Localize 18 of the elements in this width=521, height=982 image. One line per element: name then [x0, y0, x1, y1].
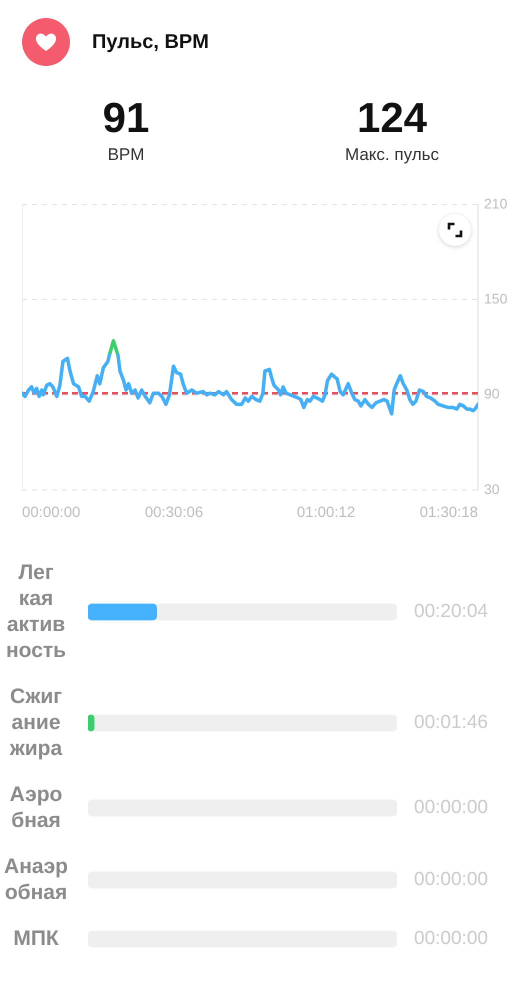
x-tick-label: 01:00:12 — [296, 504, 356, 522]
y-tick-label: Аэро бная — [10, 782, 62, 832]
y-tick-label: Лег кая актив ность — [6, 560, 66, 662]
y-tick-label: 30 — [484, 480, 500, 497]
y-tick-label: МПК — [13, 926, 59, 950]
y-tick-label: 150 — [484, 290, 508, 306]
y-tick-label: Анаэр обная — [4, 854, 68, 904]
text: 124 — [356, 94, 428, 141]
x-tick-label: 00:30:06 — [144, 504, 204, 522]
y-tick-label: 90 — [484, 386, 500, 402]
text: Макс. пульс — [345, 145, 439, 165]
x-tick-label: 01:30:18 — [420, 504, 478, 522]
text: BPM — [108, 145, 144, 165]
text: Пульс, BPM — [92, 30, 209, 54]
y-tick-label: Сжиг ание жира — [8, 684, 62, 760]
x-tick-label: 00:00:00 — [22, 504, 80, 522]
y-tick-label: 210 — [484, 195, 508, 212]
text: 91 — [102, 94, 150, 141]
